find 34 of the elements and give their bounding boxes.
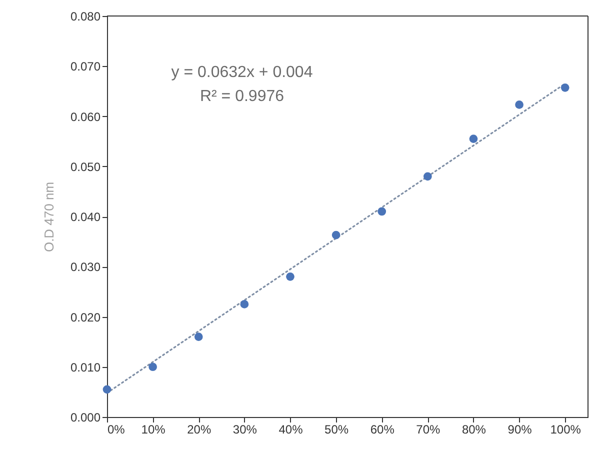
y-tick-label: 0.020 <box>70 310 101 324</box>
y-tick-label: 0.030 <box>70 260 101 274</box>
y-axis-title: O.D 470 nm <box>41 182 56 252</box>
point <box>515 100 524 109</box>
x-tick-label: 30% <box>232 422 258 436</box>
y-tick-label: 0.080 <box>70 10 101 24</box>
point <box>560 84 570 92</box>
x-tick-label: 50% <box>324 422 349 436</box>
y-tick-label: 0.050 <box>70 160 101 174</box>
x-tick-label: 60% <box>370 422 395 436</box>
x-tick-label: 40% <box>278 422 304 436</box>
y-tick-label: 0.000 <box>70 410 101 424</box>
point <box>148 362 157 372</box>
x-tick-label: 0% <box>108 422 126 436</box>
point <box>240 300 249 308</box>
y-tick-label: 0.010 <box>70 360 101 374</box>
point <box>102 385 112 394</box>
annotation: R² = 0.9976 <box>200 88 284 105</box>
y-tick-label: 0.070 <box>70 60 101 74</box>
x-tick-label: 90% <box>508 422 532 436</box>
x-tick-label: 20% <box>187 422 212 436</box>
x-tick-label: 100% <box>550 422 582 436</box>
point <box>423 172 432 181</box>
point <box>378 207 386 216</box>
annotation: y = 0.0632x + 0.004 <box>171 64 313 81</box>
x-tick-label: 80% <box>462 422 486 436</box>
point <box>469 134 478 143</box>
point <box>194 332 203 341</box>
x-tick-label: 70% <box>416 422 440 436</box>
point <box>286 272 294 281</box>
y-tick-label: 0.060 <box>70 110 101 124</box>
x-tick-label: 10% <box>141 422 166 436</box>
y-tick-label: 0.040 <box>70 210 101 224</box>
point <box>332 230 340 240</box>
